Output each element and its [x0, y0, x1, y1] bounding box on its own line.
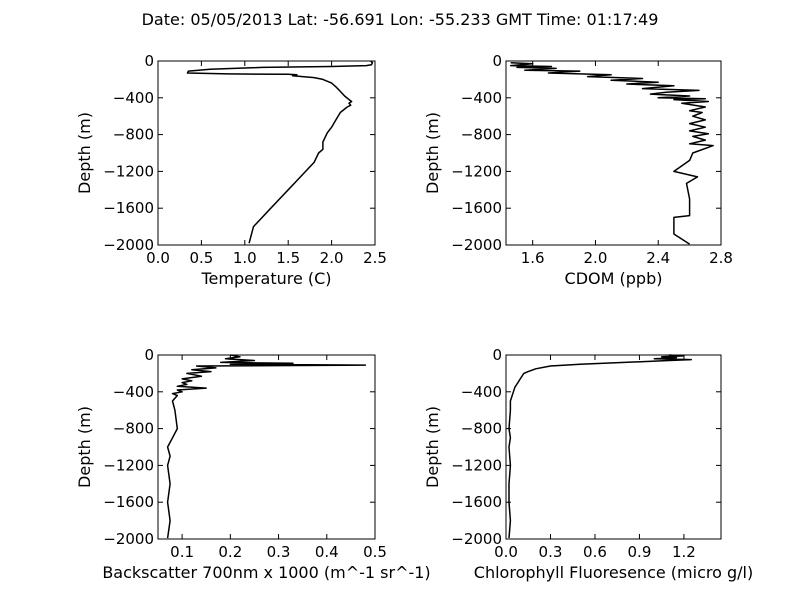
figure-title: Date: 05/05/2013 Lat: -56.691 Lon: -55.2… [142, 10, 659, 29]
x-tick-label: 0.1 [170, 543, 194, 561]
y-tick-label: 0 [144, 346, 154, 364]
x-tick-label: 1.5 [276, 249, 300, 267]
x-axis-label: Temperature (C) [200, 269, 331, 288]
y-tick-label: −1600 [451, 199, 502, 217]
x-tick-label: 0.3 [267, 543, 291, 561]
data-line-4-1 [508, 354, 693, 539]
y-tick-label: 0 [492, 346, 502, 364]
y-tick-label: −1200 [451, 456, 502, 474]
data-line-1-1 [186, 60, 374, 244]
x-axis-label: Chlorophyll Fluoresence (micro g/l) [474, 563, 753, 582]
plot-frame [505, 354, 722, 540]
y-tick-label: −2000 [451, 530, 502, 548]
subplot-grid: 0.0 0.5 1.0 1.5 2.0 2.5 0 −400 −800 −1200 −1600 −20… [75, 52, 753, 582]
data-line-3-1 [166, 354, 367, 539]
x-axis-label: Backscatter 700nm x 1000 (m^-1 sr^-1) [102, 563, 430, 582]
y-tick-label: −400 [461, 383, 502, 401]
plot-frame [505, 60, 722, 246]
x-tick-label: 0.3 [539, 543, 563, 561]
plot-frame [157, 60, 376, 246]
y-axis-label: Depth (m) [423, 112, 442, 194]
x-tick-label: 1.2 [672, 543, 696, 561]
y-axis-label: Depth (m) [75, 406, 94, 488]
x-tick-label: 2.4 [646, 249, 670, 267]
y-tick-label: −400 [113, 89, 154, 107]
subplot-2: 1.6 2.0 2.4 2.8 0 −400 −800 −1200 −1600 −2000 CDOM… [423, 52, 733, 288]
y-tick-label: −1600 [451, 493, 502, 511]
x-tick-label: 2.8 [709, 249, 733, 267]
y-tick-label: −800 [113, 420, 154, 438]
y-axis-label: Depth (m) [423, 406, 442, 488]
y-tick-label: −1200 [103, 456, 154, 474]
x-tick-label: 0.0 [146, 249, 170, 267]
y-tick-label: −400 [461, 89, 502, 107]
subplot-4: 0.0 0.3 0.6 0.9 1.2 0 −400 −800 −1200 −1600 −2000 C… [423, 346, 753, 582]
y-tick-label: −2000 [103, 530, 154, 548]
x-tick-label: 2.5 [363, 249, 387, 267]
y-tick-label: −2000 [451, 236, 502, 254]
y-tick-label: 0 [144, 52, 154, 70]
x-tick-label: 0.9 [628, 543, 652, 561]
x-tick-label: 1.6 [521, 249, 545, 267]
x-tick-label: 0.0 [494, 543, 518, 561]
x-tick-label: 0.4 [315, 543, 339, 561]
y-tick-label: −1200 [451, 162, 502, 180]
x-tick-label: 2.0 [584, 249, 608, 267]
y-tick-label: −1200 [103, 162, 154, 180]
x-tick-label: 0.5 [363, 543, 387, 561]
x-tick-label: 0.5 [189, 249, 213, 267]
y-tick-label: −1600 [103, 493, 154, 511]
y-tick-label: −800 [461, 126, 502, 144]
y-tick-label: −1600 [103, 199, 154, 217]
x-tick-label: 0.6 [583, 543, 607, 561]
y-tick-label: −800 [113, 126, 154, 144]
x-tick-label: 2.0 [320, 249, 344, 267]
y-tick-label: 0 [492, 52, 502, 70]
data-line-2-1 [509, 62, 714, 245]
plot-frame [157, 354, 376, 540]
x-tick-label: 1.0 [233, 249, 257, 267]
y-tick-label: −2000 [103, 236, 154, 254]
subplot-3: 0.1 0.2 0.3 0.4 0.5 0 −400 −800 −1200 −1600 −2000 B… [75, 346, 431, 582]
y-axis-label: Depth (m) [75, 112, 94, 194]
subplot-1: 0.0 0.5 1.0 1.5 2.0 2.5 0 −400 −800 −1200 −1600 −20… [75, 52, 387, 288]
y-tick-label: −400 [113, 383, 154, 401]
y-tick-label: −800 [461, 420, 502, 438]
x-axis-label: CDOM (ppb) [565, 269, 663, 288]
x-tick-label: 0.2 [218, 543, 242, 561]
